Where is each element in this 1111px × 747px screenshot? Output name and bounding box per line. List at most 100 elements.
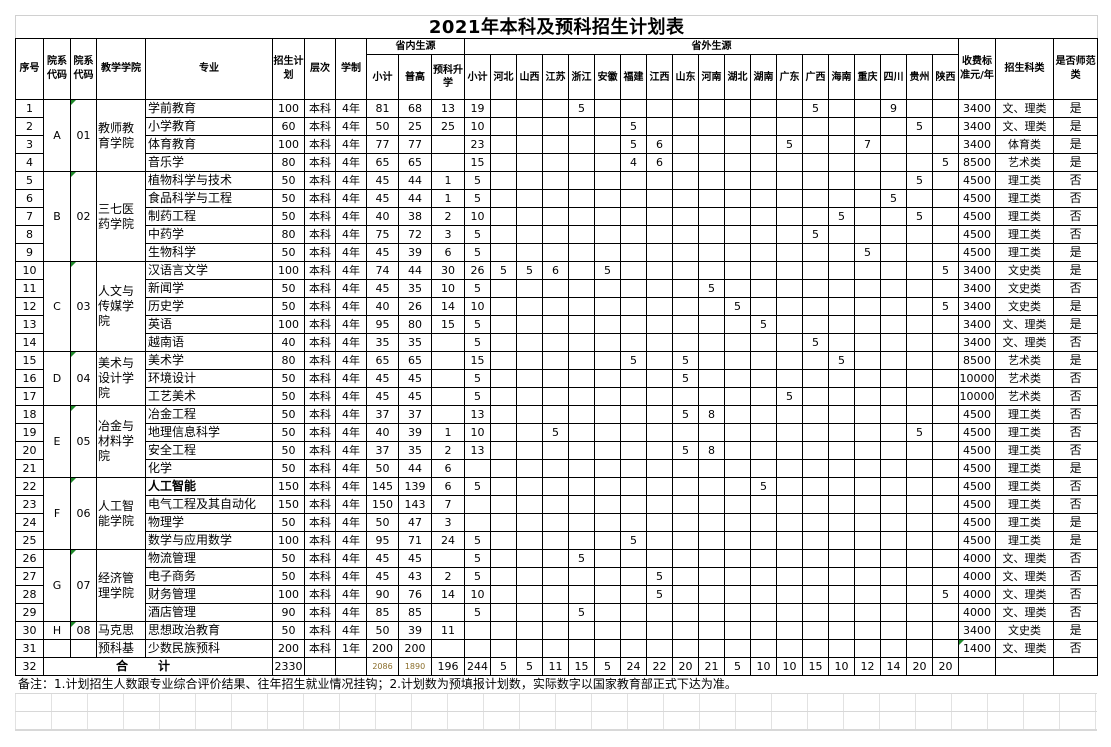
province-cell[interactable]	[906, 243, 933, 262]
fee-cell[interactable]: 3400	[958, 333, 996, 352]
header-province[interactable]: 湖南	[750, 54, 777, 100]
province-cell[interactable]	[750, 567, 777, 586]
out-sub-cell[interactable]: 13	[464, 441, 491, 460]
header-plan[interactable]: 招生计划	[272, 38, 305, 100]
province-cell[interactable]	[880, 621, 907, 640]
seq-cell[interactable]: 10	[15, 261, 44, 280]
in-sub-cell[interactable]: 95	[366, 531, 399, 550]
seq-cell[interactable]: 11	[15, 279, 44, 298]
province-cell[interactable]	[750, 243, 777, 262]
level-cell[interactable]: 本科	[304, 189, 336, 208]
normal-cell[interactable]: 是	[1052, 531, 1099, 550]
plan-cell[interactable]: 80	[272, 225, 305, 244]
out-sub-cell[interactable]: 5	[464, 567, 491, 586]
in-pugao-cell[interactable]: 85	[398, 603, 432, 622]
duration-cell[interactable]: 4年	[335, 351, 367, 370]
province-cell[interactable]	[594, 117, 621, 136]
province-cell[interactable]	[672, 639, 699, 658]
level-cell[interactable]: 本科	[304, 603, 336, 622]
dept-code-cell[interactable]: 05	[70, 405, 97, 478]
province-cell[interactable]: 5	[802, 225, 829, 244]
province-cell[interactable]	[776, 585, 803, 604]
province-cell[interactable]	[776, 99, 803, 118]
province-cell[interactable]	[854, 567, 881, 586]
header-province[interactable]: 山东	[672, 54, 699, 100]
province-cell[interactable]	[880, 153, 907, 172]
province-cell[interactable]: 6	[646, 135, 673, 154]
in-yuke-cell[interactable]	[431, 639, 465, 658]
province-cell[interactable]	[516, 423, 543, 442]
province-cell[interactable]	[568, 279, 595, 298]
province-cell[interactable]	[724, 639, 751, 658]
seq-cell[interactable]: 28	[15, 585, 44, 604]
province-cell[interactable]	[646, 621, 673, 640]
fee-cell[interactable]: 10000	[958, 369, 996, 388]
province-cell[interactable]	[906, 495, 933, 514]
province-cell[interactable]	[854, 603, 881, 622]
province-cell[interactable]	[490, 369, 517, 388]
province-cell[interactable]	[568, 369, 595, 388]
duration-cell[interactable]: 4年	[335, 423, 367, 442]
province-cell[interactable]	[724, 135, 751, 154]
header-in-yuke[interactable]: 预科升学	[431, 54, 465, 100]
province-cell[interactable]	[672, 333, 699, 352]
province-cell[interactable]	[672, 225, 699, 244]
province-cell[interactable]	[698, 621, 725, 640]
province-cell[interactable]: 5	[516, 261, 543, 280]
province-cell[interactable]	[620, 549, 647, 568]
fee-cell[interactable]: 4000	[958, 567, 996, 586]
province-cell[interactable]	[828, 405, 855, 424]
province-cell[interactable]	[880, 513, 907, 532]
out-sub-cell[interactable]: 5	[464, 531, 491, 550]
category-cell[interactable]: 文、理类	[995, 315, 1054, 334]
province-cell[interactable]: 5	[906, 423, 933, 442]
major-cell[interactable]: 数学与应用数学	[145, 531, 273, 550]
duration-cell[interactable]: 4年	[335, 333, 367, 352]
province-cell[interactable]	[776, 603, 803, 622]
total-province[interactable]: 24	[620, 657, 647, 676]
province-cell[interactable]	[776, 423, 803, 442]
in-yuke-cell[interactable]: 2	[431, 567, 465, 586]
province-cell[interactable]	[516, 279, 543, 298]
seq-cell[interactable]: 2	[15, 117, 44, 136]
province-cell[interactable]	[672, 207, 699, 226]
plan-cell[interactable]: 40	[272, 333, 305, 352]
dept-code-cell[interactable]	[70, 639, 97, 658]
province-cell[interactable]	[906, 387, 933, 406]
province-cell[interactable]	[672, 513, 699, 532]
province-cell[interactable]	[880, 639, 907, 658]
province-cell[interactable]	[646, 261, 673, 280]
in-sub-cell[interactable]: 45	[366, 243, 399, 262]
province-cell[interactable]	[542, 315, 569, 334]
province-cell[interactable]	[906, 603, 933, 622]
in-pugao-cell[interactable]: 44	[398, 171, 432, 190]
province-cell[interactable]	[594, 513, 621, 532]
province-cell[interactable]	[672, 315, 699, 334]
normal-cell[interactable]: 是	[1052, 153, 1099, 172]
province-cell[interactable]	[568, 207, 595, 226]
category-cell[interactable]: 理工类	[995, 459, 1054, 478]
duration-cell[interactable]: 4年	[335, 153, 367, 172]
province-cell[interactable]	[724, 279, 751, 298]
province-cell[interactable]	[568, 135, 595, 154]
major-cell[interactable]: 汉语言文学	[145, 261, 273, 280]
in-pugao-cell[interactable]: 65	[398, 153, 432, 172]
total-province[interactable]: 11	[542, 657, 569, 676]
province-cell[interactable]	[880, 495, 907, 514]
province-cell[interactable]	[542, 225, 569, 244]
level-cell[interactable]: 本科	[304, 315, 336, 334]
college-cell[interactable]: 三七医药学院	[96, 171, 146, 262]
plan-cell[interactable]: 150	[272, 477, 305, 496]
province-cell[interactable]	[932, 117, 959, 136]
province-cell[interactable]	[698, 207, 725, 226]
province-cell[interactable]	[906, 477, 933, 496]
duration-cell[interactable]: 4年	[335, 477, 367, 496]
province-cell[interactable]	[594, 225, 621, 244]
province-cell[interactable]	[724, 315, 751, 334]
in-yuke-cell[interactable]: 14	[431, 297, 465, 316]
in-pugao-cell[interactable]: 200	[398, 639, 432, 658]
in-pugao-cell[interactable]: 77	[398, 135, 432, 154]
province-cell[interactable]	[828, 117, 855, 136]
province-cell[interactable]	[516, 531, 543, 550]
province-cell[interactable]	[828, 333, 855, 352]
